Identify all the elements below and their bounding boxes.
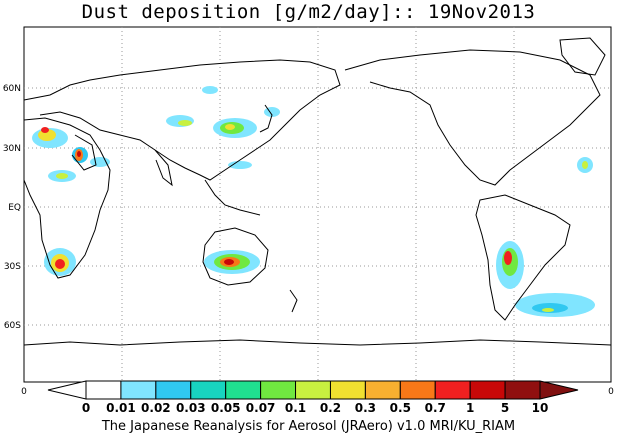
colorbar-label: 0.3	[355, 401, 376, 415]
coastlines	[23, 37, 612, 346]
colorbar-label: 0.1	[285, 401, 306, 415]
colorbar-label: 0.01	[106, 401, 136, 415]
colorbar-swatch	[155, 380, 192, 400]
colorbar-swatch	[260, 380, 297, 400]
lat-label-eq: EQ	[8, 203, 21, 213]
colorbar-swatch	[364, 380, 401, 400]
colorbar-label: 10	[532, 401, 549, 415]
colorbar-swatch	[469, 380, 506, 400]
lat-label-30n: 30N	[3, 144, 21, 154]
colorbar-lower-extension	[47, 380, 87, 400]
colorbar-swatch	[329, 380, 366, 400]
colorbar-swatch	[225, 380, 262, 400]
colorbar-swatch	[504, 380, 541, 400]
colorbar-label: 0.07	[246, 401, 276, 415]
colorbar-label: 0	[82, 401, 90, 415]
colorbar-label: 1	[466, 401, 474, 415]
colorbar-swatch	[295, 380, 331, 400]
colorbar-swatch	[190, 380, 227, 400]
colorbar-edge-right: 0	[608, 387, 614, 397]
colorbar-edge-left: 0	[21, 387, 27, 397]
lat-label-60s: 60S	[4, 321, 21, 331]
colorbar-swatch	[399, 380, 436, 400]
colorbar-label: 0.7	[425, 401, 446, 415]
lat-label-30s: 30S	[4, 262, 21, 272]
colorbar-label: 0.02	[141, 401, 171, 415]
colorbar-swatch	[85, 380, 122, 400]
colorbar-label: 0.5	[390, 401, 411, 415]
colorbar-label: 0.05	[211, 401, 241, 415]
footer-credit: The Japanese Reanalysis for Aerosol (JRA…	[101, 419, 516, 434]
colorbar-upper-extension	[539, 380, 579, 400]
colorbar-swatch	[434, 380, 471, 400]
dust-deposition-field	[32, 86, 595, 317]
colorbar: 0 0.01 0.02 0.03 0.05 0.07 0.1 0.2 0.3 0.5 0.7 1 5 10	[47, 380, 579, 415]
colorbar-label: 0.2	[320, 401, 341, 415]
lat-label-60n: 60N	[3, 84, 21, 94]
map-frame	[23, 26, 612, 383]
colorbar-label: 5	[501, 401, 509, 415]
map-title: Dust deposition [g/m2/day]:: 19Nov2013	[81, 1, 536, 23]
colorbar-label: 0.03	[176, 401, 206, 415]
colorbar-swatch	[120, 380, 157, 400]
